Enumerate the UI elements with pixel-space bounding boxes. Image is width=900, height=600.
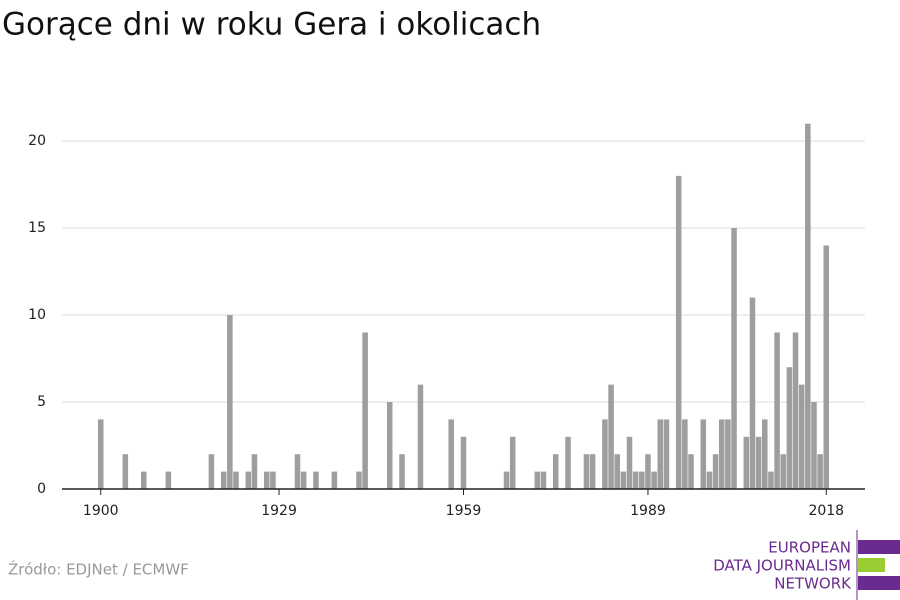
- bar: [460, 436, 467, 489]
- bar: [122, 454, 129, 489]
- bar: [331, 471, 338, 489]
- bar: [294, 454, 301, 489]
- bar: [768, 471, 774, 489]
- logo-bar: [858, 558, 885, 572]
- bar: [657, 419, 664, 489]
- bar: [743, 436, 750, 489]
- source: Źródło: EDJNet / ECMWF: [8, 560, 189, 579]
- bar: [227, 315, 233, 489]
- bar: [602, 419, 608, 489]
- bar: [503, 471, 510, 489]
- bar: [608, 384, 614, 489]
- bar: [534, 471, 541, 489]
- bar: [448, 419, 454, 489]
- logo-text: DATA JOURNALISM: [713, 557, 851, 575]
- bar: [682, 419, 688, 489]
- bar: [399, 454, 405, 489]
- bar: [614, 454, 620, 489]
- bar: [270, 471, 276, 489]
- y-tick-label: 5: [37, 394, 46, 410]
- bar: [208, 454, 215, 489]
- bar: [688, 454, 694, 489]
- bar: [509, 436, 516, 489]
- logo-text: EUROPEAN: [768, 539, 851, 557]
- bar: [141, 471, 147, 489]
- bar: [565, 436, 571, 489]
- bar: [811, 402, 817, 489]
- bar: [263, 471, 270, 489]
- logo-text: NETWORK: [774, 575, 852, 593]
- bar: [97, 419, 104, 489]
- bar: [620, 471, 627, 489]
- bar: [233, 471, 239, 489]
- bar: [583, 454, 590, 489]
- bar: [386, 402, 393, 489]
- bar: [792, 332, 799, 489]
- bar: [675, 175, 682, 489]
- bar: [762, 419, 768, 489]
- bar: [356, 471, 362, 489]
- x-tick-label: 2018: [808, 503, 844, 519]
- x-tick-label: 1929: [261, 503, 297, 519]
- y-tick-label: 20: [28, 133, 46, 149]
- bar: [706, 471, 713, 489]
- bar: [362, 332, 368, 489]
- bar: [700, 419, 707, 489]
- bar: [589, 454, 596, 489]
- bar: [798, 384, 805, 489]
- bar: [731, 228, 737, 489]
- bar: [626, 436, 633, 489]
- bar: [552, 454, 559, 489]
- bar: [651, 471, 657, 489]
- y-tick-label: 10: [28, 307, 46, 323]
- bar: [540, 471, 547, 489]
- bar: [220, 471, 227, 489]
- logo-bar: [858, 540, 900, 554]
- bar: [718, 419, 725, 489]
- bar: [749, 297, 756, 489]
- chart-title: Gorące dni w roku Gera i okolicach: [2, 7, 541, 43]
- bar: [817, 454, 823, 489]
- bar: [774, 332, 780, 489]
- x-tick-label: 1989: [630, 503, 666, 519]
- bar: [632, 471, 639, 489]
- x-tick-label: 1900: [83, 503, 119, 519]
- bar: [313, 471, 319, 489]
- bar: [245, 471, 252, 489]
- bar: [823, 245, 830, 489]
- y-tick-label: 15: [28, 220, 46, 236]
- bar: [645, 454, 651, 489]
- y-tick-label: 0: [37, 481, 46, 497]
- bar: [663, 419, 670, 489]
- bar: [639, 471, 645, 489]
- bar: [417, 384, 424, 489]
- logo-bar: [858, 576, 900, 590]
- bar: [786, 367, 793, 489]
- x-tick-label: 1959: [446, 503, 482, 519]
- bar: [165, 471, 172, 489]
- bar: [712, 454, 719, 489]
- bar: [725, 419, 731, 489]
- bar: [805, 123, 811, 489]
- bar: [780, 454, 786, 489]
- bar: [755, 436, 762, 489]
- bar: [300, 471, 307, 489]
- bar: [251, 454, 258, 489]
